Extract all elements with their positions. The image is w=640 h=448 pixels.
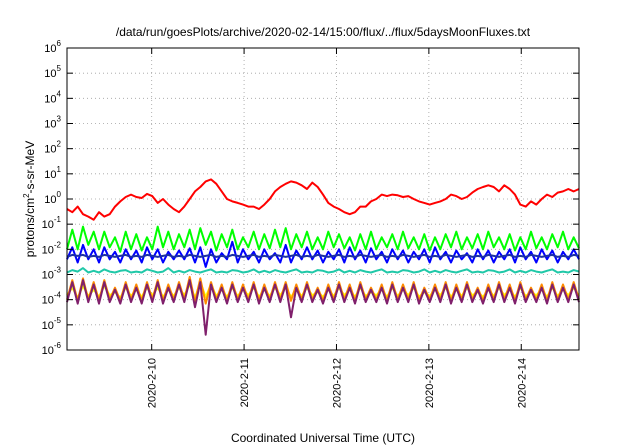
y-tick-label: 102 [44,140,61,156]
y-tick-label-base: 10 [44,169,56,181]
series-line [66,225,580,253]
y-tick-label: 10-6 [42,341,62,357]
y-tick-label: 10-5 [42,316,62,332]
series-line [66,279,580,336]
y-tick-label-base: 10 [42,270,54,282]
chart-title: /data/run/goesPlots/archive/2020-02-14/1… [116,25,531,39]
y-tick-label-exponent: -5 [54,316,62,325]
y-tick-label-exponent: -3 [54,266,62,275]
y-tick-label: 106 [44,39,61,55]
y-tick-label-base: 10 [44,43,56,55]
series-line [66,253,580,258]
series-line [66,178,580,221]
x-tick-label: 2020-2-12 [331,358,343,408]
y-tick-label-exponent: 0 [57,190,62,199]
y-tick-label: 105 [44,64,61,80]
x-tick-label: 2020-2-10 [147,358,159,408]
y-tick-label: 104 [44,89,61,105]
y-tick-label-exponent: 1 [57,165,62,174]
grid [67,48,579,350]
y-axis-label-sup: 2 [22,193,31,198]
y-tick-label: 100 [44,190,61,206]
y-axis: 10-610-510-410-310-210-11001011021031041… [42,39,579,357]
y-tick-label-base: 10 [42,219,54,231]
y-tick-label-exponent: -1 [54,215,62,224]
y-tick-label-exponent: 3 [57,115,62,124]
y-tick-label-base: 10 [42,244,54,256]
y-tick-label: 10-2 [42,240,62,256]
x-axis-label: Coordinated Universal Time (UTC) [231,431,415,445]
y-axis-label-base: protons/cm [23,198,37,257]
y-tick-label-exponent: 5 [57,64,62,73]
series-line [66,267,580,274]
y-tick-label-base: 10 [44,93,56,105]
y-tick-label-exponent: 2 [57,140,62,149]
y-tick-label-base: 10 [44,144,56,156]
x-tick-label: 2020-2-14 [516,358,528,408]
y-tick-label: 10-1 [42,215,62,231]
y-tick-label-exponent: 6 [57,39,62,48]
series-group [66,178,580,336]
y-tick-label-base: 10 [44,194,56,206]
y-tick-label-base: 10 [42,320,54,332]
series-line [66,281,580,299]
y-tick-label-base: 10 [42,345,54,357]
series-line [66,240,580,268]
x-tick-label: 2020-2-11 [239,358,251,407]
y-tick-label: 10-3 [42,266,62,282]
y-tick-label-exponent: -6 [54,341,62,350]
y-tick-label-exponent: -2 [54,240,62,249]
y-tick-label: 103 [44,115,61,131]
y-axis-label-rest: -s-sr-MeV [23,141,37,194]
y-tick-label-base: 10 [44,68,56,80]
y-tick-label: 10-4 [42,291,62,307]
y-tick-label-exponent: 4 [57,89,62,98]
x-axis: 2020-2-10 2020-2-11 2020-2-12 2020-2-13 2020… [147,48,528,408]
y-tick-label: 101 [44,165,61,181]
x-tick-label: 2020-2-13 [424,358,436,408]
y-tick-label-base: 10 [42,295,54,307]
y-tick-label-exponent: -4 [54,291,62,300]
y-axis-label: protons/cm2-s-sr-MeV [22,141,37,257]
y-tick-label-base: 10 [44,119,56,131]
